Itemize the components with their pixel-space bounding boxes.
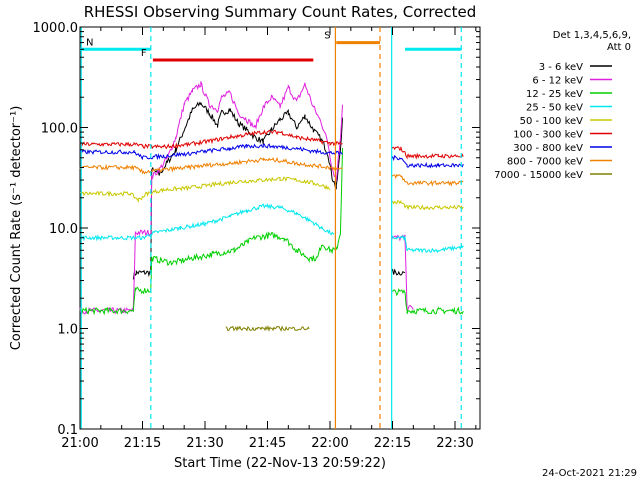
legend-entry-label: 50 - 100 keV: [520, 116, 584, 127]
chart-title: RHESSI Observing Summary Count Rates, Co…: [84, 3, 477, 21]
series-line-3-after: [391, 234, 464, 254]
y-tick-label: 100.0: [41, 122, 78, 137]
y-tick-label: 1.0: [57, 323, 78, 338]
axes-layer: 1000.0 100.0 10.0 1.0 0.121:00 21:15 21:30 21:4…: [33, 21, 480, 451]
x-tick-label: 21:00: [61, 436, 98, 451]
series-line-0: [132, 101, 343, 280]
series-line-2: [79, 147, 343, 316]
y-axis-label: Corrected Count Rate (s⁻¹ detector⁻¹): [9, 106, 24, 351]
overlay-layer: N F S: [80, 27, 462, 429]
footer-timestamp: 24-Oct-2021 21:29: [542, 468, 637, 479]
x-tick-label: 22:00: [311, 436, 348, 451]
plot-frame: [79, 26, 481, 430]
series-line-7: [79, 156, 343, 175]
legend-header: Det 1,3,4,5,6,9,: [553, 30, 631, 41]
series-line-2-after: [391, 288, 464, 315]
y-tick-label: 1000.0: [33, 21, 79, 36]
legend-entry-label: 800 - 7000 keV: [507, 157, 583, 168]
x-axis-label: Start Time (22-Nov-13 20:59:22): [174, 456, 386, 471]
x-tick-label: 22:15: [374, 436, 411, 451]
series-line-3: [79, 203, 335, 242]
series-line-5-after: [391, 146, 464, 160]
legend-entry-label: 12 - 25 keV: [526, 89, 583, 100]
series-line-0-after: [391, 268, 406, 276]
series-line-6-after: [391, 154, 464, 169]
flag-label-F: F: [141, 48, 147, 59]
legend-entry-label: 300 - 800 keV: [513, 143, 583, 154]
series-line-4-after: [391, 199, 464, 211]
series-line-7-after: [391, 173, 464, 187]
flag-label-S: S: [324, 31, 330, 42]
legend-entry-label: 6 - 12 keV: [532, 76, 583, 87]
legend-entry-label: 25 - 50 keV: [526, 103, 583, 114]
series-line-6: [79, 143, 343, 161]
y-tick-label: 0.1: [57, 423, 78, 438]
legend-entry-label: 100 - 300 keV: [513, 130, 583, 141]
legend-entry-label: 3 - 6 keV: [539, 62, 583, 73]
legend: Det 1,3,4,5,6,9,Att 0 3 - 6 keV 6 - 12 keV…: [494, 30, 631, 181]
legend-header: Att 0: [607, 42, 631, 53]
x-tick-label: 21:45: [249, 436, 286, 451]
series-line-4: [79, 176, 331, 203]
flag-label-N: N: [86, 37, 93, 48]
series-layer: [79, 81, 464, 332]
x-tick-label: 21:15: [124, 436, 161, 451]
x-tick-label: 22:30: [436, 436, 473, 451]
series-line-5: [79, 129, 343, 150]
legend-entry-label: 7000 - 15000 keV: [494, 170, 583, 181]
series-line-8: [225, 324, 310, 332]
series-line-1: [79, 81, 343, 316]
y-tick-label: 10.0: [49, 222, 78, 237]
x-tick-label: 21:30: [186, 436, 223, 451]
